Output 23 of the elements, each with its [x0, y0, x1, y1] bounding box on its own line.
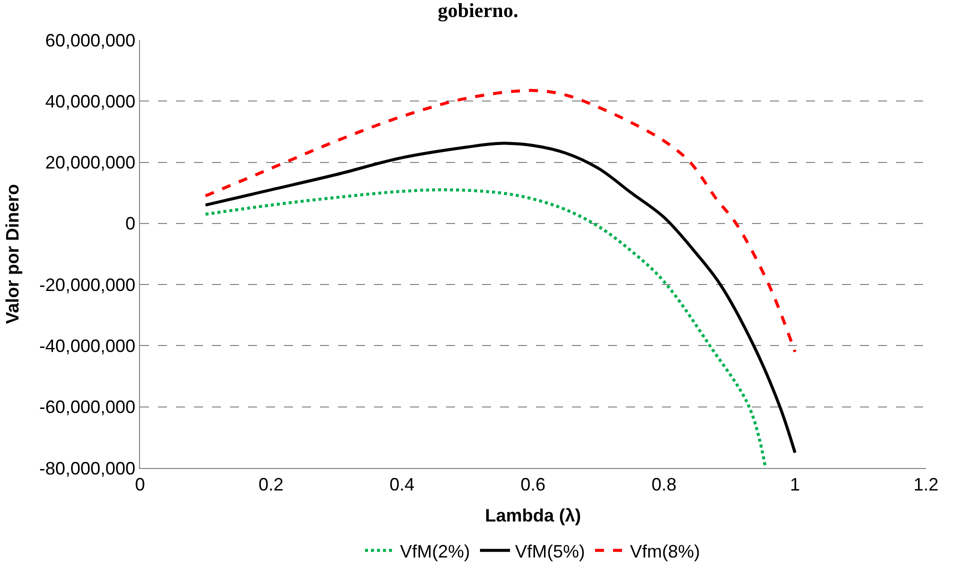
chart-title: gobierno. [438, 0, 518, 22]
y-tick-label: -60,000,000 [39, 397, 136, 418]
x-tick-label: 1 [790, 474, 800, 495]
legend-label: Vfm(8%) [630, 541, 700, 562]
y-tick-label: -80,000,000 [39, 458, 136, 478]
x-tick-label: 1.2 [913, 474, 939, 495]
x-axis-title: Lambda (λ) [484, 506, 582, 526]
line-series [204, 188, 768, 468]
x-tick-label: 0.2 [258, 474, 284, 495]
y-axis-title: Valor por Dinero [2, 184, 23, 324]
y-tick-label: -40,000,000 [39, 336, 136, 356]
line-series [204, 88, 796, 354]
y-tick-label: 0 [125, 214, 136, 234]
x-tick-label: 0.6 [520, 474, 546, 495]
y-tick-label: 40,000,000 [45, 91, 136, 112]
legend-label: VfM(2%) [400, 541, 470, 562]
y-tick-label: 20,000,000 [45, 152, 136, 173]
legend-label: VfM(5%) [515, 541, 586, 562]
line-series [204, 142, 796, 454]
y-tick-label: -20,000,000 [39, 274, 136, 295]
x-tick-label: 0.8 [651, 474, 677, 495]
x-tick-label: 0.4 [389, 474, 415, 495]
y-tick-label: 60,000,000 [45, 30, 136, 50]
